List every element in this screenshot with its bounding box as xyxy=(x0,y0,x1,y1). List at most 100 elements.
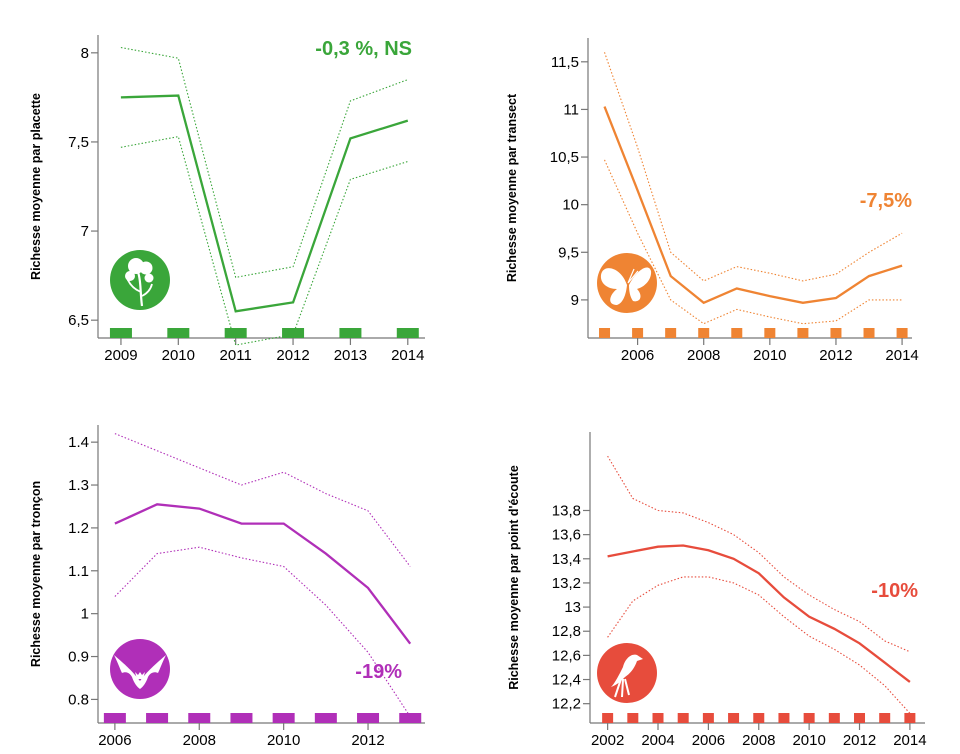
bird-icon xyxy=(611,654,643,698)
series-lower-line xyxy=(114,546,411,717)
trend-annotation: -19% xyxy=(355,661,402,683)
y-axis-label: Richesse moyenne par transect xyxy=(505,93,519,282)
y-tick-label: 12,6 xyxy=(552,647,581,664)
bat-icon-badge xyxy=(110,639,170,699)
year-marker xyxy=(677,713,689,723)
y-tick-label: 10 xyxy=(562,197,579,214)
y-tick-label: 1.4 xyxy=(68,434,89,451)
series-lower-line xyxy=(603,159,903,325)
year-marker xyxy=(230,713,253,723)
year-marker xyxy=(282,328,305,338)
year-marker xyxy=(314,713,337,723)
y-tick-label: 13,4 xyxy=(552,551,581,568)
x-tick-label: 2008 xyxy=(183,732,216,749)
year-marker xyxy=(863,328,875,338)
x-tick-label: 2006 xyxy=(621,347,654,364)
y-tick-label: 1.2 xyxy=(68,520,89,537)
x-tick-label: 2006 xyxy=(98,732,131,749)
bat-icon xyxy=(114,655,166,689)
year-marker xyxy=(879,713,891,723)
y-tick-label: 13 xyxy=(564,599,581,616)
year-marker xyxy=(272,713,295,723)
y-tick-label: 9,5 xyxy=(558,244,579,261)
year-marker xyxy=(731,328,743,338)
y-axis-label: Richesse moyenne par point d'écoute xyxy=(507,465,521,690)
series-lower-line xyxy=(607,576,911,714)
year-marker xyxy=(764,328,776,338)
x-tick-label: 2002 xyxy=(591,732,624,749)
bat-shape xyxy=(114,655,166,689)
y-tick-label: 1 xyxy=(81,606,89,623)
x-tick-label: 2008 xyxy=(687,347,720,364)
year-marker xyxy=(146,713,169,723)
y-tick-label: 10,5 xyxy=(550,149,579,166)
year-marker xyxy=(167,328,190,338)
trend-annotation: -7,5% xyxy=(860,190,912,212)
x-tick-label: 2006 xyxy=(692,732,725,749)
bird-body xyxy=(611,654,643,687)
year-marker xyxy=(632,328,644,338)
x-tick-label: 2014 xyxy=(391,347,424,364)
butterfly-icon xyxy=(600,267,652,305)
year-marker xyxy=(665,328,677,338)
year-marker xyxy=(652,713,664,723)
x-tick-label: 2014 xyxy=(893,732,926,749)
y-tick-label: 12,4 xyxy=(552,672,581,689)
y-tick-label: 7,5 xyxy=(68,134,89,151)
year-marker xyxy=(339,328,362,338)
y-tick-label: 0.8 xyxy=(68,691,89,708)
year-marker xyxy=(599,328,611,338)
y-tick-label: 1.1 xyxy=(68,563,89,580)
flower-head xyxy=(125,271,135,281)
bat-head xyxy=(135,672,145,679)
trend-annotation: -0,3 %, NS xyxy=(315,38,412,60)
year-marker xyxy=(830,328,842,338)
series-lower-line xyxy=(120,135,408,346)
flower-icon xyxy=(125,258,154,307)
year-marker xyxy=(188,713,211,723)
butterfly-antennae xyxy=(627,268,639,284)
x-tick-label: 2009 xyxy=(104,347,137,364)
year-marker xyxy=(396,328,419,338)
year-marker xyxy=(702,713,714,723)
x-tick-label: 2011 xyxy=(220,347,252,364)
y-tick-label: 13,2 xyxy=(552,575,581,592)
year-marker xyxy=(854,713,866,723)
series-upper-line xyxy=(607,455,911,653)
year-marker xyxy=(602,713,614,723)
y-axis-label: Richesse moyenne par tronçon xyxy=(29,481,43,667)
flower-stem xyxy=(136,271,144,307)
y-tick-label: 12,2 xyxy=(552,696,581,713)
y-tick-label: 1.3 xyxy=(68,477,89,494)
x-tick-label: 2012 xyxy=(819,347,852,364)
x-tick-label: 2012 xyxy=(276,347,309,364)
chart-butterflies: 9 9,5 10 10,5 11 11,5 2006 2008 2010 2012 2014 Rich… xyxy=(505,38,919,364)
year-marker xyxy=(728,713,740,723)
series-upper-line xyxy=(603,52,903,282)
x-tick-label: 2012 xyxy=(843,732,876,749)
year-marker xyxy=(753,713,765,723)
flower-head xyxy=(144,273,154,283)
y-tick-label: 6,5 xyxy=(68,312,89,329)
bird-tail xyxy=(614,678,630,698)
series-mean-line xyxy=(114,503,412,645)
year-marker xyxy=(399,713,422,723)
x-tick-label: 2010 xyxy=(753,347,786,364)
chart-bats: 0.8 0.9 1 1.1 1.2 1.3 1.4 2006 2008 2010 2012 Riche… xyxy=(29,425,425,749)
year-marker xyxy=(627,713,639,723)
flower-head xyxy=(139,261,153,275)
y-tick-label: 11 xyxy=(563,101,579,118)
x-tick-label: 2010 xyxy=(267,732,300,749)
y-tick-label: 8 xyxy=(81,45,89,62)
butterfly-wing-left xyxy=(600,268,627,305)
y-axis-label: Richesse moyenne par placette xyxy=(29,93,43,280)
flower-leaf xyxy=(141,283,153,297)
series-upper-line xyxy=(120,46,408,279)
year-marker xyxy=(109,328,132,338)
butterfly-wing-right xyxy=(629,267,652,302)
y-tick-label: 0.9 xyxy=(68,649,89,666)
y-tick-label: 9 xyxy=(571,292,579,309)
year-marker xyxy=(698,328,710,338)
x-tick-label: 2010 xyxy=(162,347,195,364)
series-upper-line xyxy=(114,433,411,567)
